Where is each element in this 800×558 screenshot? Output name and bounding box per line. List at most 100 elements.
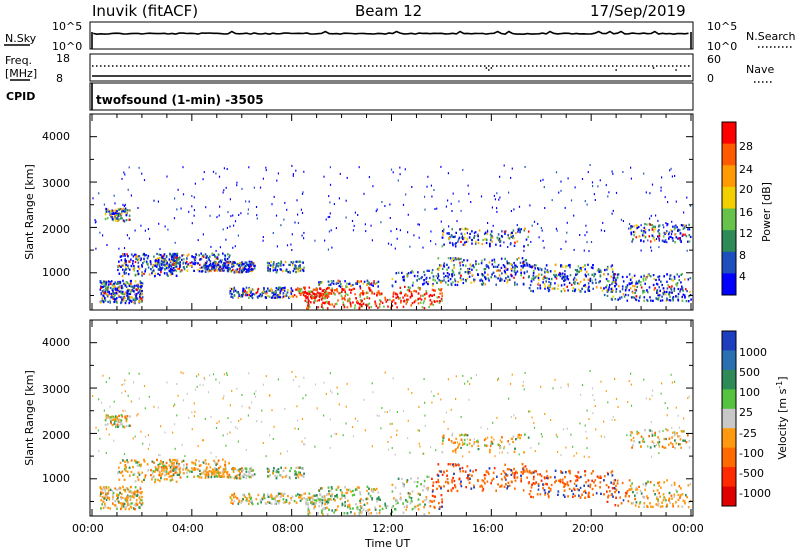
echo-cell [175, 265, 178, 268]
echo-cell [424, 297, 426, 300]
echo-cell [229, 225, 231, 228]
echo-cell [165, 263, 168, 266]
echo-cell [123, 272, 126, 275]
echo-cell [327, 248, 329, 251]
echo-cell [549, 270, 552, 273]
echo-cell [400, 299, 402, 302]
echo-cell [307, 293, 310, 296]
echo-cell [179, 261, 181, 264]
echo-cell [329, 166, 331, 169]
echo-cell [466, 240, 469, 243]
echo-cell [600, 229, 602, 232]
echo-cell [516, 258, 518, 261]
echo-cell [302, 261, 304, 264]
echo-cell [531, 277, 533, 280]
echo-cell [209, 262, 212, 266]
echo-cell [650, 299, 652, 302]
echo-cell [467, 268, 469, 271]
echo-cell [522, 283, 525, 286]
echo-cell [238, 214, 240, 216]
echo-cell [447, 283, 449, 286]
echo-cell [174, 260, 177, 263]
echo-cell [303, 237, 305, 240]
echo-cell [391, 284, 394, 287]
echo-cell [573, 282, 576, 285]
echo-cell [336, 290, 339, 293]
echo-cell [121, 290, 124, 293]
echo-cell [312, 292, 314, 295]
echo-cell [592, 267, 594, 270]
echo-cell [513, 261, 515, 265]
echo-cell [484, 271, 486, 274]
echo-cell [207, 257, 210, 260]
echo-cell [204, 264, 207, 267]
echo-cell [366, 282, 369, 285]
echo-cell [589, 279, 591, 283]
nave-dip-point [652, 67, 655, 69]
echo-cell [570, 199, 573, 202]
echo-cell [348, 297, 351, 300]
echo-cell [493, 194, 495, 197]
echo-cell [112, 219, 115, 222]
echo-cell [268, 295, 271, 298]
echo-cell [140, 286, 142, 289]
echo-cell [670, 288, 673, 291]
echo-cell [191, 255, 193, 258]
power-tick-1000: 1000 [42, 266, 70, 279]
echo-cell [375, 512, 378, 515]
echo-cell [668, 231, 671, 234]
echo-cell [528, 265, 530, 268]
echo-cell [615, 290, 617, 293]
echo-cell [579, 280, 582, 283]
echo-cell [471, 274, 474, 277]
echo-cell [274, 266, 277, 269]
echo-cell [254, 264, 256, 267]
echo-cell [331, 246, 333, 249]
echo-cell [665, 293, 667, 296]
echo-cell [117, 265, 120, 269]
echo-cell [490, 234, 493, 237]
echo-cell [339, 172, 341, 175]
echo-cell [635, 236, 638, 239]
echo-cell [673, 275, 676, 278]
echo-cell [241, 261, 243, 264]
echo-cell [524, 259, 527, 262]
echo-cell [218, 261, 220, 264]
echo-cell [352, 301, 354, 304]
echo-cell [183, 266, 185, 269]
echo-cell [477, 242, 480, 245]
echo-cell [460, 240, 462, 243]
echo-cell [279, 263, 282, 266]
echo-cell [447, 266, 450, 269]
echo-cell [546, 277, 548, 280]
echo-cell [137, 255, 140, 258]
echo-cell [245, 261, 248, 264]
echo-cell [139, 259, 142, 262]
echo-cell [609, 284, 611, 287]
echo-cell [649, 192, 651, 195]
echo-cell [454, 278, 456, 281]
echo-cell [360, 292, 362, 295]
echo-cell [124, 173, 126, 176]
echo-cell [314, 293, 316, 296]
echo-cell [272, 269, 275, 272]
echo-cell [380, 292, 383, 295]
echo-cell [346, 285, 349, 288]
echo-cell [193, 196, 195, 199]
echo-cell [607, 290, 609, 293]
echo-cell [499, 175, 501, 178]
echo-cell [213, 269, 216, 272]
echo-cell [107, 286, 109, 289]
echo-cell [302, 268, 304, 271]
echo-cell [612, 279, 615, 282]
echo-cell [208, 264, 211, 267]
echo-cell [351, 220, 354, 222]
echo-cell [685, 224, 687, 227]
echo-cell [669, 277, 671, 280]
echo-cell [205, 262, 208, 265]
echo-cell [100, 293, 102, 296]
echo-cell [113, 194, 115, 197]
echo-cell [667, 233, 670, 236]
echo-cell [129, 289, 132, 292]
echo-cell [662, 293, 665, 296]
